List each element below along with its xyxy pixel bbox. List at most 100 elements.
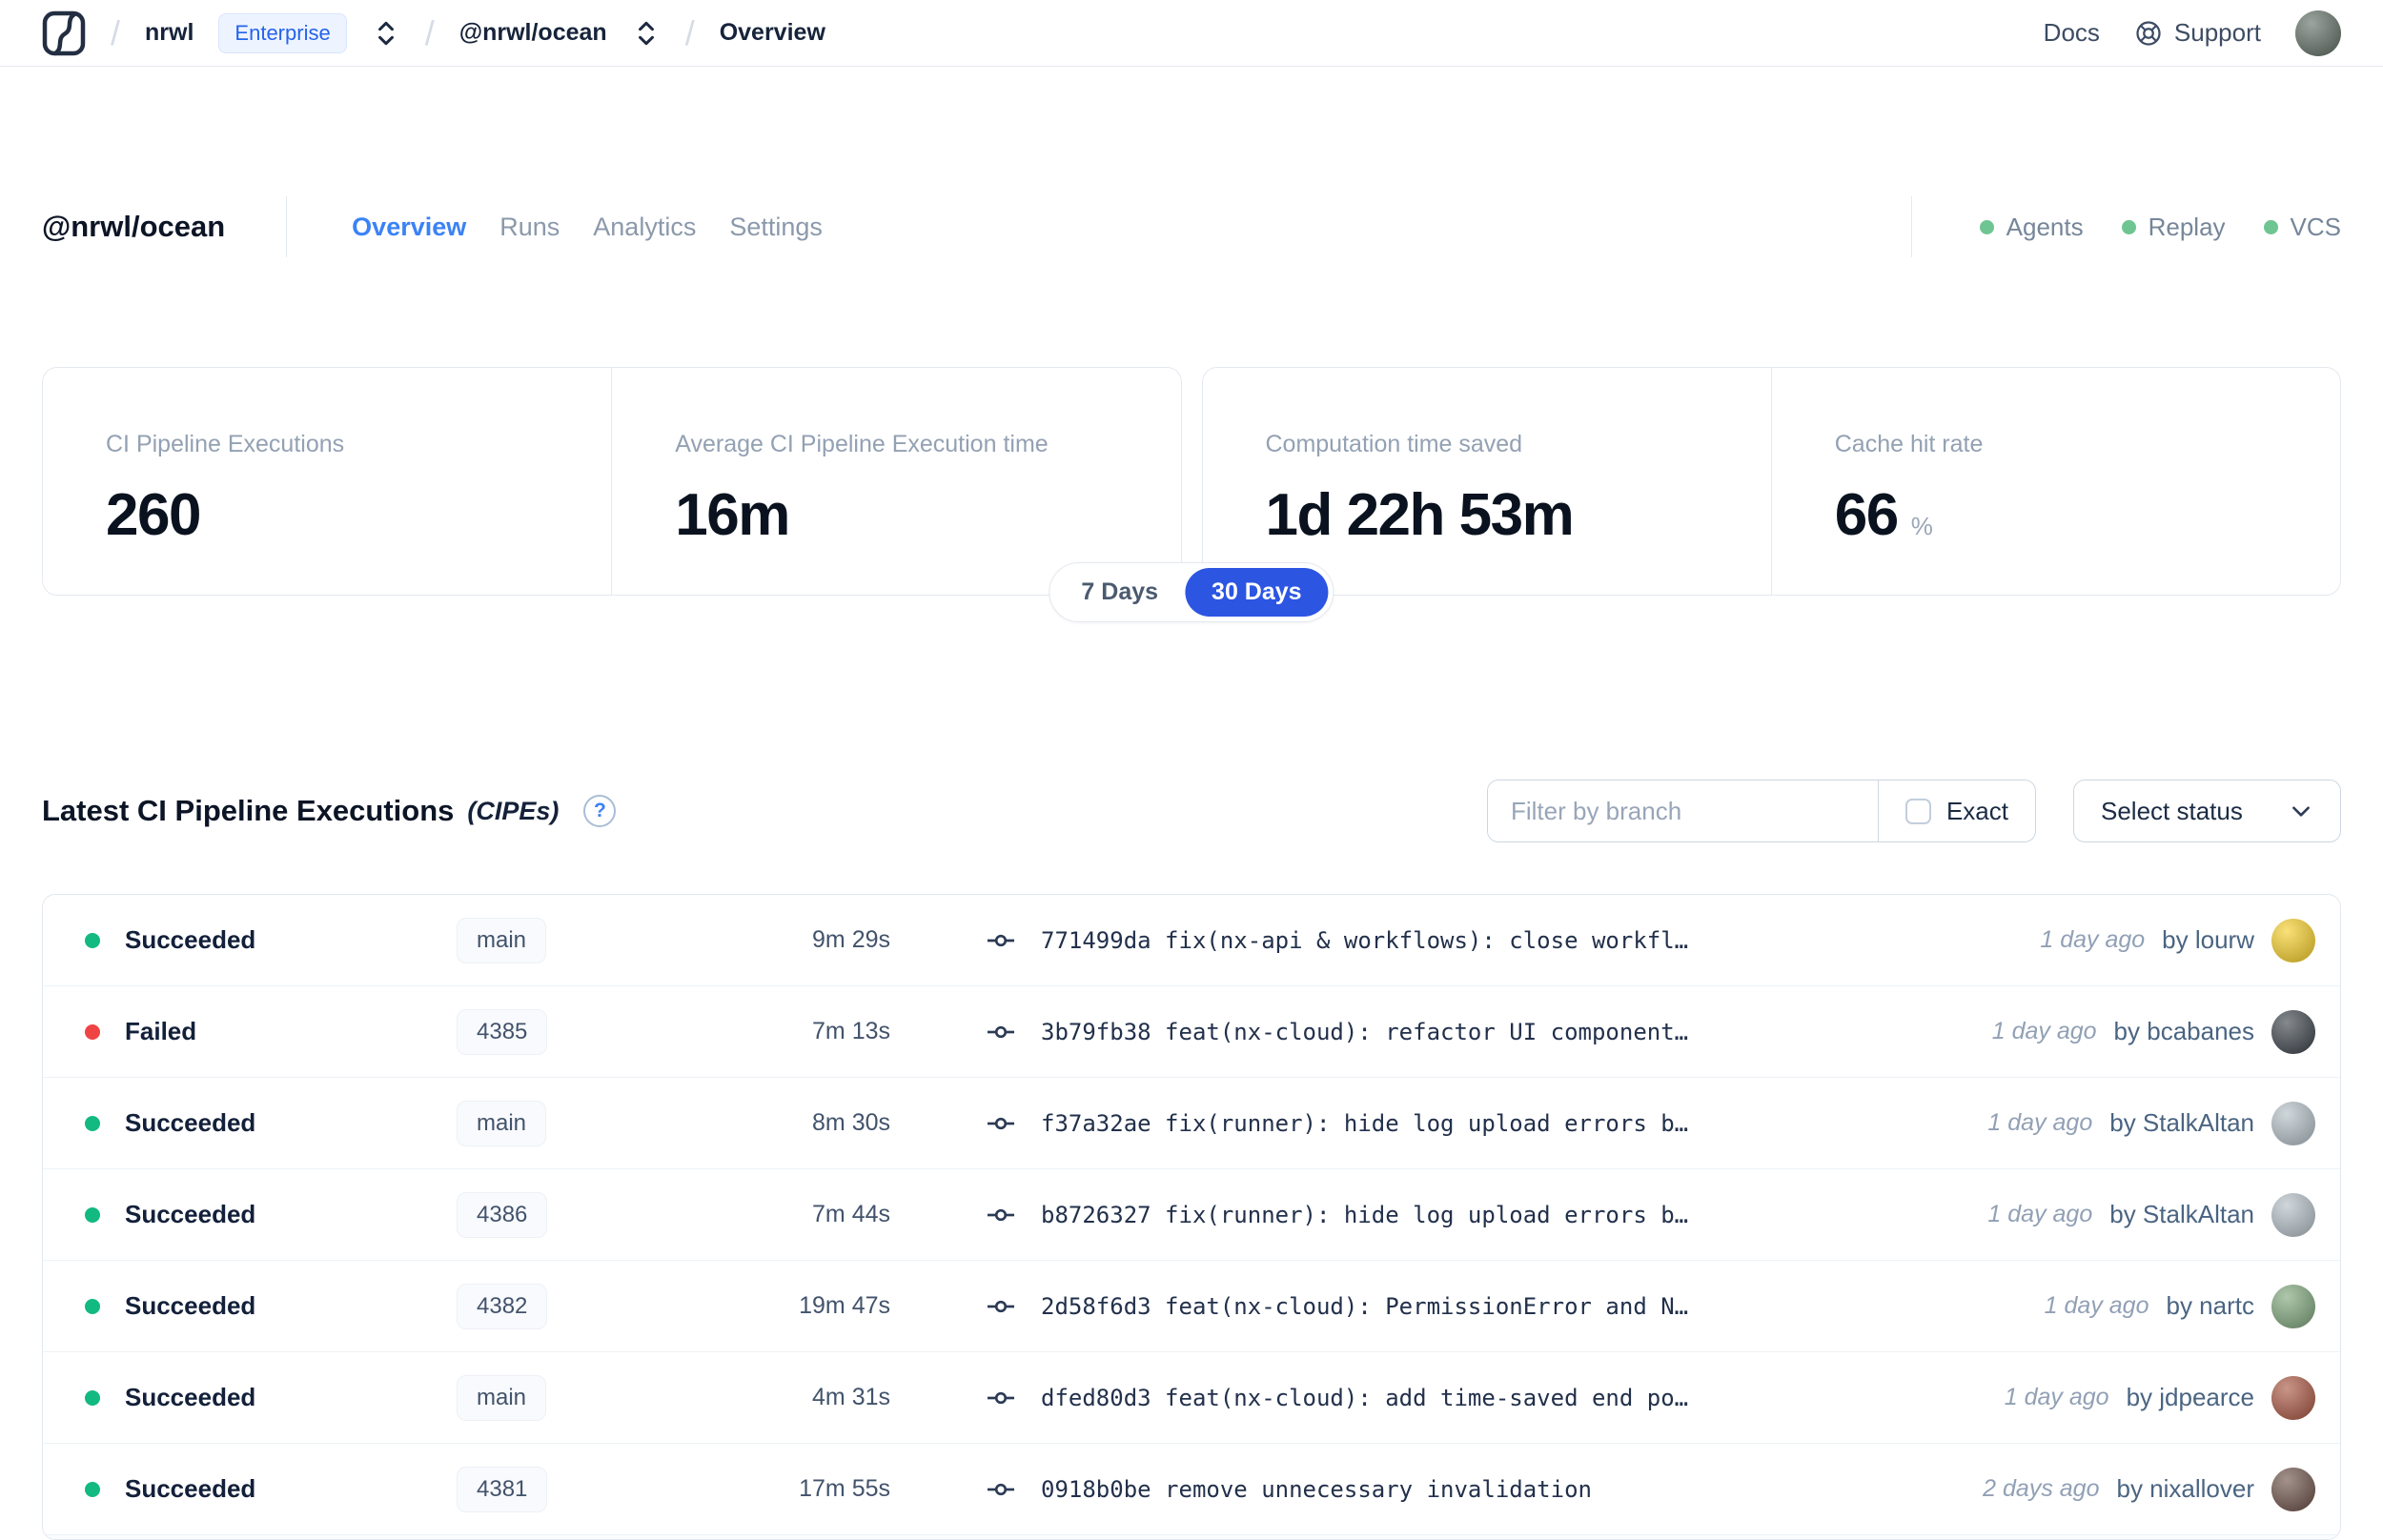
select-status-label: Select status [2101,796,2243,825]
help-icon[interactable]: ? [583,795,617,827]
branch-filter-group: Exact [1487,780,2036,842]
duration-cell: 4m 31s [812,1384,890,1410]
status-vcs: VCS [2263,212,2341,242]
author-avatar[interactable] [2271,1009,2315,1054]
author-cell: 2 days ago by nixallover [1960,1467,2315,1511]
divider [286,196,288,257]
status-dot-icon [85,932,100,948]
status-dot-icon [85,1298,100,1314]
divider [1910,196,1912,257]
time-ago: 2 days ago [1983,1475,2100,1502]
table-row[interactable]: Succeeded main 4m 31s dfed80d3 feat(nx-c… [43,1352,2340,1444]
table-row[interactable]: Succeeded main 9m 29s 771499da fix(nx-ap… [43,895,2340,986]
author-avatar[interactable] [2271,1101,2315,1145]
unfold-chevrons-icon [377,21,394,45]
table-row[interactable]: Succeeded main 8m 30s f37a32ae fix(runne… [43,1078,2340,1169]
branch-cell: 4385 [457,1008,733,1055]
tab-settings[interactable]: Settings [729,212,823,241]
commit-message[interactable]: 3b79fb38 feat(nx-cloud): refactor UI com… [1041,1018,1689,1045]
range-30-days-button[interactable]: 30 Days [1185,568,1329,617]
stat-label: Cache hit rate [1834,431,1984,457]
git-commit-icon [986,1383,1016,1413]
status-cell: Succeeded [85,925,457,955]
docs-link[interactable]: Docs [2043,18,2100,47]
main-content: @nrwl/ocean Overview Runs Analytics Sett… [0,196,2383,1540]
time-ago: 1 day ago [1991,1018,2097,1044]
table-row[interactable]: Succeeded 4386 7m 44s b8726327 fix(runne… [43,1169,2340,1261]
stats-group-left: CI Pipeline Executions 260 Average CI Pi… [42,367,1182,596]
commit-message[interactable]: 0918b0be remove unnecessary invalidation [1041,1475,1592,1503]
branch-badge[interactable]: main [457,1100,547,1146]
git-commit-icon [986,1291,1016,1322]
stats-group-right: Computation time saved 1d 22h 53m Cache … [1201,367,2341,596]
git-commit-icon [986,1108,1016,1139]
select-status-dropdown[interactable]: Select status [2073,780,2341,842]
branch-badge[interactable]: main [457,1374,547,1421]
author-cell: 1 day ago by lourw [2017,918,2315,962]
breadcrumb-workspace[interactable]: @nrwl/ocean [458,19,607,46]
status-label: Failed [125,1017,197,1045]
unfold-chevrons-icon [638,21,654,45]
green-dot-icon [2263,219,2278,234]
stat-label: CI Pipeline Executions [106,431,345,457]
stats-cards: CI Pipeline Executions 260 Average CI Pi… [42,367,2341,622]
status-dot-icon [85,1389,100,1406]
duration-cell: 9m 29s [812,926,890,953]
table-row[interactable]: Failed 4385 7m 13s 3b79fb38 feat(nx-clou… [43,986,2340,1078]
workspace-switcher-button[interactable] [632,17,661,50]
author-avatar[interactable] [2271,1284,2315,1328]
author-avatar[interactable] [2271,1467,2315,1511]
author-cell: 1 day ago by nartc [2022,1284,2315,1328]
time-ago: 1 day ago [1987,1201,2093,1227]
exact-checkbox[interactable] [1904,798,1931,824]
cipe-title: Latest CI Pipeline Executions [42,794,455,827]
date-range-toggle: 7 Days 30 Days [1049,562,1334,622]
status-agents-label: Agents [2006,212,2084,241]
cipe-section-header: Latest CI Pipeline Executions (CIPEs) ? … [42,780,2341,842]
tab-overview[interactable]: Overview [352,212,467,241]
commit-message[interactable]: dfed80d3 feat(nx-cloud): add time-saved … [1041,1384,1689,1411]
table-row[interactable]: Succeeded 4381 17m 55s 0918b0be remove u… [43,1444,2340,1535]
author-avatar[interactable] [2271,1375,2315,1420]
nx-cloud-logo-icon[interactable] [42,10,86,56]
branch-badge[interactable]: 4385 [457,1008,548,1055]
breadcrumb-page: Overview [719,19,825,46]
breadcrumb-org[interactable]: nrwl [145,19,194,46]
branch-badge[interactable]: main [457,917,547,963]
user-avatar[interactable] [2295,10,2341,56]
range-7-days-button[interactable]: 7 Days [1081,578,1159,605]
author-avatar[interactable] [2271,918,2315,962]
status-cell: Succeeded [85,1383,457,1412]
status-dot-icon [85,1481,100,1497]
status-cell: Succeeded [85,1474,457,1504]
tab-runs[interactable]: Runs [499,212,560,241]
table-row[interactable]: Succeeded 4382 19m 47s 2d58f6d3 feat(nx-… [43,1261,2340,1352]
page-title: @nrwl/ocean [42,210,226,243]
branch-badge[interactable]: 4386 [457,1191,548,1238]
navbar-actions: Docs Support [2044,10,2341,56]
branch-badge[interactable]: 4381 [457,1466,548,1512]
author-name: by StalkAltan [2109,1108,2254,1137]
stat-value-suffix: % [1910,512,1933,540]
stat-value: 66 [1834,482,1899,548]
org-switcher-button[interactable] [372,17,400,50]
cipe-filters: Exact Select status [1487,780,2341,842]
status-label: Succeeded [125,1200,256,1228]
support-link[interactable]: Support [2134,18,2261,48]
commit-message[interactable]: 2d58f6d3 feat(nx-cloud): PermissionError… [1041,1292,1689,1320]
commit-cell: dfed80d3 feat(nx-cloud): add time-saved … [986,1383,1982,1413]
tab-analytics[interactable]: Analytics [593,212,697,241]
top-navbar: / nrwl Enterprise / @nrwl/ocean / Overvi… [0,0,2383,67]
status-cell: Succeeded [85,1200,457,1229]
git-commit-icon [986,1017,1016,1047]
status-vcs-label: VCS [2290,212,2341,241]
green-dot-icon [2121,219,2136,234]
branch-filter-input[interactable] [1488,780,1878,841]
commit-message[interactable]: f37a32ae fix(runner): hide log upload er… [1041,1109,1689,1137]
commit-message[interactable]: b8726327 fix(runner): hide log upload er… [1041,1201,1689,1228]
author-cell: 1 day ago by StalkAltan [1965,1101,2315,1145]
commit-message[interactable]: 771499da fix(nx-api & workflows): close … [1041,926,1689,954]
author-avatar[interactable] [2271,1192,2315,1237]
branch-badge[interactable]: 4382 [457,1283,548,1329]
